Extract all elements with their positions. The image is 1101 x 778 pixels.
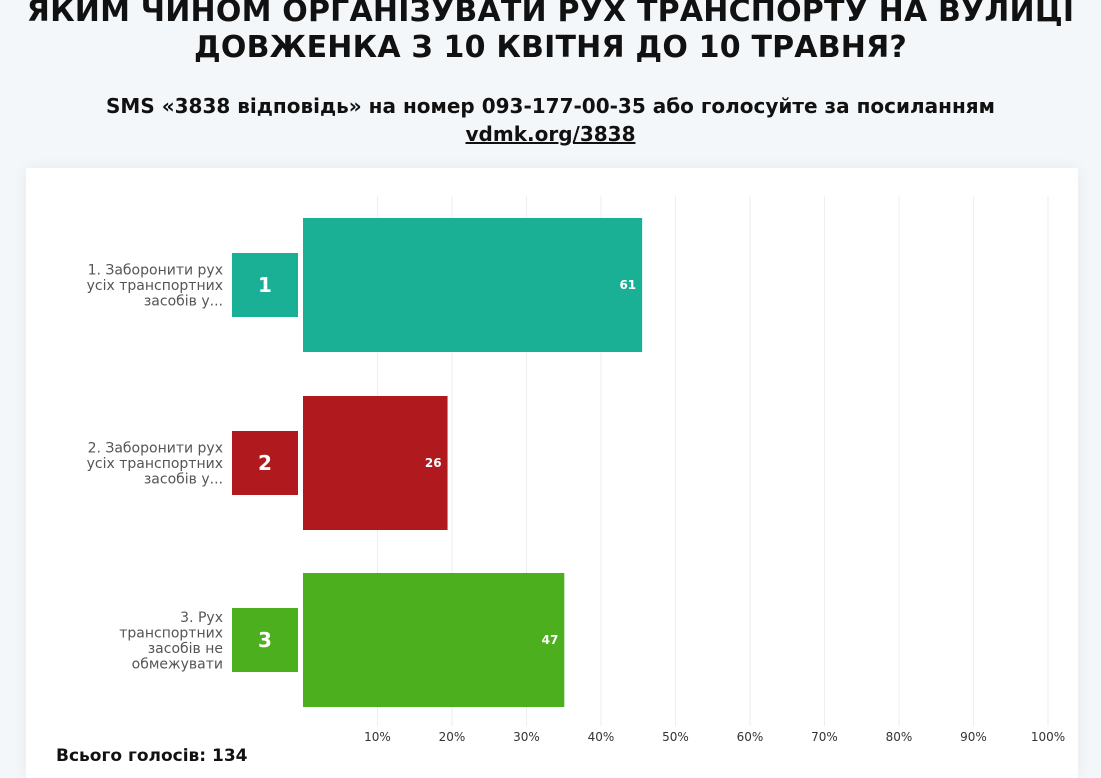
poll-title: ЯКИМ ЧИНОМ ОРГАНІЗУВАТИ РУХ ТРАНСПОРТУ Н… (26, 0, 1075, 65)
x-tick-label: 50% (662, 730, 689, 744)
x-tick-label: 60% (737, 730, 764, 744)
vote-link[interactable]: vdmk.org/3838 (465, 122, 636, 146)
bar-value-label: 26 (425, 456, 442, 470)
option-label: 2. Заборонити рух (88, 441, 223, 457)
poll-bar-chart: 10% 20% 30% 40% 50% 60% 70% 80% 90% 100% 61 1 1. Заб… (87, 196, 1065, 744)
option-number: 2 (258, 451, 272, 475)
bar-option-3 (303, 573, 565, 707)
option-label: засобів у... (144, 472, 223, 488)
bar-value-label: 47 (542, 633, 559, 647)
chart-card: 10% 20% 30% 40% 50% 60% 70% 80% 90% 100% 61 1 1. Заб… (26, 168, 1078, 778)
option-label: обмежувати (132, 656, 223, 672)
bar-option-1 (303, 218, 643, 352)
option-label: транспортних (119, 625, 223, 641)
option-label: усіх транспортних (87, 456, 223, 472)
option-label: засобів у... (144, 294, 223, 310)
total-votes: Всього голосів: 134 (56, 746, 248, 766)
x-tick-label: 100% (1031, 730, 1065, 744)
option-number: 1 (258, 273, 272, 297)
x-tick-label: 90% (960, 730, 987, 744)
bar-value-label: 61 (619, 278, 636, 292)
option-number-badge (232, 608, 298, 672)
x-tick-label: 10% (364, 730, 391, 744)
poll-subtitle: SMS «3838 відповідь» на номер 093-177-00… (0, 92, 1101, 148)
x-tick-label: 70% (811, 730, 838, 744)
option-number-badge (232, 431, 298, 495)
x-tick-label: 80% (886, 730, 913, 744)
option-number-badge (232, 253, 298, 317)
x-tick-label: 30% (513, 730, 540, 744)
option-label: засобів не (148, 641, 223, 657)
option-number: 3 (258, 628, 272, 652)
option-label: 3. Рух (180, 610, 223, 626)
x-tick-label: 20% (439, 730, 466, 744)
bar-option-2 (303, 396, 448, 530)
sms-instructions: SMS «3838 відповідь» на номер 093-177-00… (106, 94, 995, 118)
option-label: 1. Заборонити рух (88, 263, 223, 279)
x-tick-label: 40% (588, 730, 615, 744)
option-label: усіх транспортних (87, 278, 223, 294)
